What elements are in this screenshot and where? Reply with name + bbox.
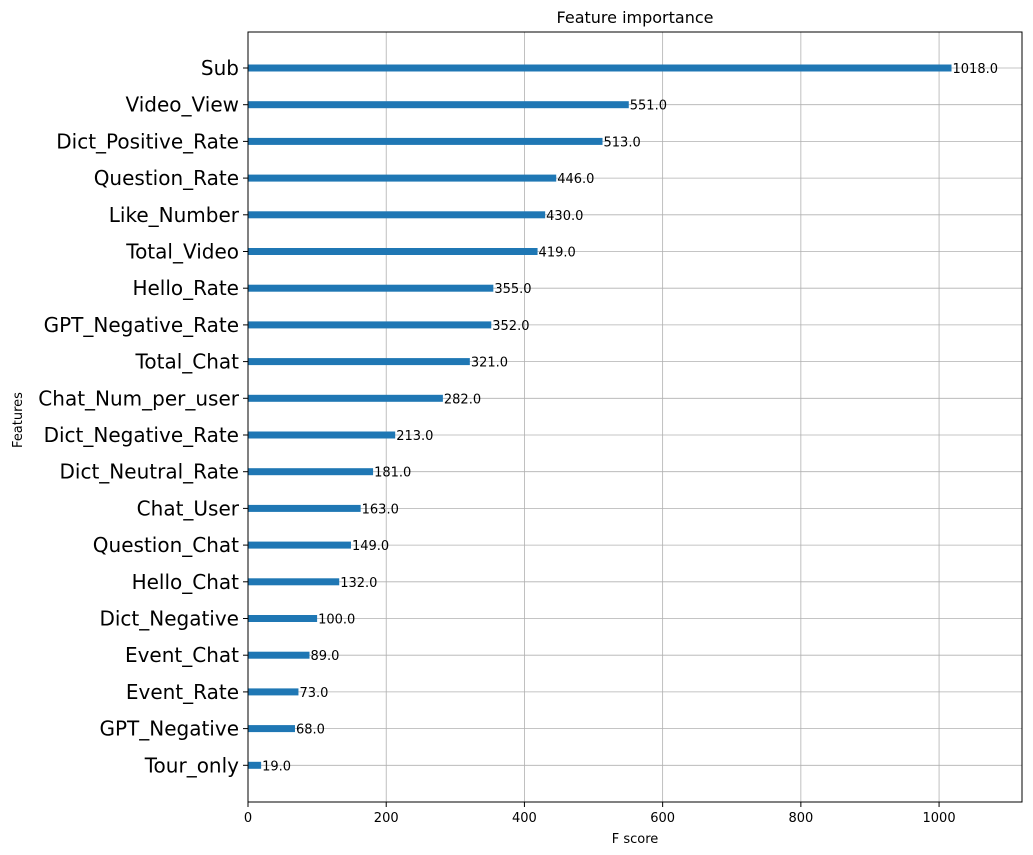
bar <box>248 174 557 182</box>
y-tick-label: Chat_User <box>137 496 240 520</box>
x-tick-label: 400 <box>512 811 537 826</box>
x-tick-label: 0 <box>244 811 252 826</box>
bar <box>248 541 351 549</box>
y-tick-label: Dict_Neutral_Rate <box>60 460 239 484</box>
y-tick-label: Sub <box>201 56 239 80</box>
y-tick-label: Hello_Chat <box>132 570 240 594</box>
y-tick-label: Event_Chat <box>125 643 239 667</box>
y-tick-label: Hello_Rate <box>132 276 239 300</box>
y-tick-label: Like_Number <box>109 203 240 227</box>
value-label: 213.0 <box>396 429 433 444</box>
value-label: 132.0 <box>340 576 377 591</box>
y-tick-label: Total_Chat <box>135 350 240 374</box>
value-label: 73.0 <box>299 686 328 701</box>
bar <box>248 248 538 255</box>
value-label: 430.0 <box>546 209 583 224</box>
y-tick-label: Question_Chat <box>93 533 239 557</box>
value-label: 282.0 <box>444 392 481 407</box>
y-tick-label: GPT_Negative <box>99 717 239 741</box>
y-tick-label: Tour_only <box>144 753 239 777</box>
label-layer: 0 200 400 600 800 1000 Sub 1018.0 Video_View 551.… <box>38 56 998 826</box>
value-label: 513.0 <box>604 135 641 150</box>
value-label: 419.0 <box>539 246 576 261</box>
y-tick-label: Dict_Positive_Rate <box>56 129 239 153</box>
bar <box>248 64 952 72</box>
y-tick-label: Dict_Negative_Rate <box>44 423 239 447</box>
y-tick-label: Question_Rate <box>94 166 239 190</box>
bar <box>248 394 443 402</box>
x-tick-label: 1000 <box>923 811 956 826</box>
y-tick-label: Chat_Num_per_user <box>38 386 239 410</box>
bar <box>248 321 492 329</box>
value-label: 551.0 <box>630 99 667 114</box>
bar <box>248 431 396 439</box>
bar <box>248 284 494 292</box>
value-label: 89.0 <box>311 649 340 664</box>
value-label: 321.0 <box>471 356 508 371</box>
bar <box>248 504 361 512</box>
plot-frame <box>247 31 1023 803</box>
bar <box>248 358 470 366</box>
x-axis-label: F score <box>612 832 659 847</box>
value-label: 163.0 <box>362 502 399 517</box>
value-label: 355.0 <box>494 282 531 297</box>
bar <box>248 578 340 586</box>
y-tick-label: Total_Video <box>125 240 239 264</box>
value-label: 149.0 <box>352 539 389 554</box>
bar <box>248 137 603 145</box>
y-tick-label: Video_View <box>126 93 240 117</box>
value-label: 100.0 <box>318 613 355 628</box>
y-axis-label: Features <box>11 392 26 448</box>
bar <box>248 101 629 109</box>
bar-layer <box>248 64 952 769</box>
value-label: 181.0 <box>374 466 411 481</box>
y-tick-label: Dict_Negative <box>99 607 239 631</box>
y-tick-label: GPT_Negative_Rate <box>44 313 239 337</box>
bar <box>248 688 299 696</box>
bar <box>248 468 374 476</box>
bar <box>248 211 546 219</box>
value-label: 19.0 <box>262 759 291 774</box>
bar <box>248 761 262 769</box>
value-label: 446.0 <box>557 172 594 187</box>
bar <box>248 725 295 733</box>
chart-title: Feature importance <box>557 8 714 27</box>
x-tick-label: 800 <box>788 811 813 826</box>
value-label: 352.0 <box>492 319 529 334</box>
x-tick-label: 600 <box>650 811 675 826</box>
x-tick-label: 200 <box>374 811 399 826</box>
y-tick-label: Event_Rate <box>126 680 239 704</box>
value-label: 68.0 <box>296 723 325 738</box>
value-label: 1018.0 <box>953 62 999 77</box>
bar <box>248 651 310 659</box>
bar <box>248 615 318 622</box>
